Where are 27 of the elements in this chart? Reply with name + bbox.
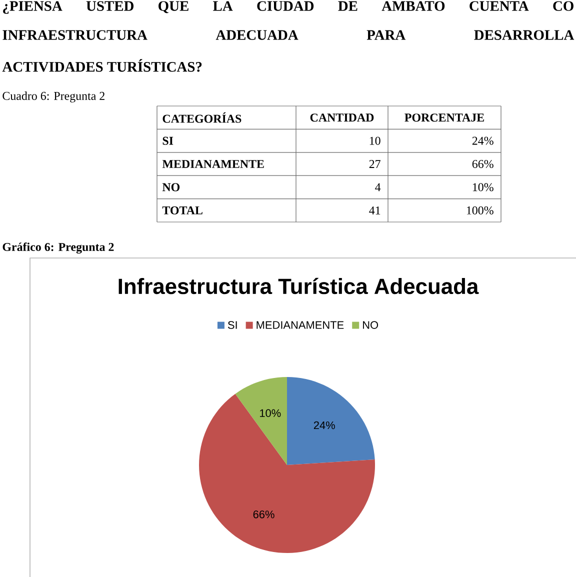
text: 10 (370, 136, 380, 145)
text: 100% (466, 206, 494, 214)
text: CANTIDAD (310, 114, 374, 122)
text: NO (162, 183, 180, 192)
text: 66% (472, 160, 494, 168)
text: 10% (472, 183, 494, 192)
text: ACTIVIDADES TURÍSTICAS? (2, 59, 202, 72)
text: PORCENTAJE (404, 114, 484, 122)
text: CATEGORÍAS (162, 112, 242, 123)
data-label: 66% (253, 510, 274, 518)
chart-title: Infraestructura Turística Adecuada (118, 278, 479, 294)
text: 4 (375, 183, 381, 192)
text: ¿PIENSA USTED QUE LA CIUDAD DE AMBATO CUENTA CO (3, 1, 574, 14)
text: 27 (369, 160, 380, 168)
data-label: 10% (260, 409, 281, 418)
text: Gráfico 6: Pregunta 2 (2, 242, 114, 254)
text: TOTAL (162, 206, 202, 214)
text: MEDIANAMENTE (162, 160, 264, 168)
text: Cuadro 6: Pregunta 2 (2, 92, 104, 102)
text: INFRAESTRUCTURA ADECUADA PARA DESARROLLA (2, 30, 574, 40)
text: 24% (472, 136, 494, 145)
legend-label: MEDIANAMENTE (256, 321, 344, 329)
text: SI (162, 136, 174, 145)
data-label: 24% (314, 421, 335, 430)
text: 41 (369, 206, 380, 214)
legend-label: SI (228, 321, 237, 329)
legend-label: NO (363, 321, 378, 329)
